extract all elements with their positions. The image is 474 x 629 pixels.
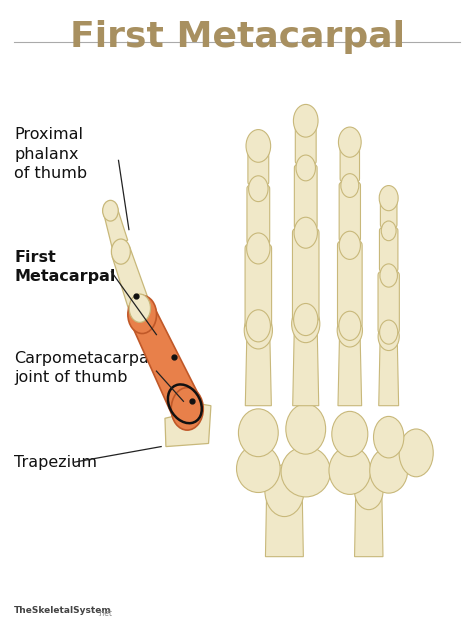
Circle shape [337, 313, 363, 347]
Polygon shape [355, 491, 383, 557]
Circle shape [339, 231, 360, 259]
FancyBboxPatch shape [245, 245, 272, 327]
Circle shape [294, 217, 318, 248]
Circle shape [129, 294, 150, 322]
FancyBboxPatch shape [295, 118, 316, 164]
Polygon shape [338, 330, 362, 406]
FancyBboxPatch shape [247, 186, 270, 244]
Circle shape [244, 311, 273, 349]
Circle shape [246, 130, 271, 162]
Text: Trapezium: Trapezium [14, 455, 97, 470]
Circle shape [381, 221, 396, 241]
Ellipse shape [370, 448, 408, 493]
Text: TheSkeletalSystem: TheSkeletalSystem [14, 606, 112, 615]
FancyBboxPatch shape [337, 242, 362, 327]
Polygon shape [131, 305, 200, 420]
Circle shape [248, 175, 268, 202]
Polygon shape [112, 247, 150, 314]
FancyBboxPatch shape [292, 229, 319, 321]
Circle shape [128, 296, 156, 333]
FancyBboxPatch shape [339, 182, 360, 242]
Circle shape [341, 174, 359, 198]
FancyBboxPatch shape [378, 272, 399, 333]
FancyBboxPatch shape [248, 143, 269, 185]
Circle shape [378, 323, 399, 350]
Circle shape [246, 309, 271, 342]
Circle shape [293, 303, 318, 336]
Circle shape [339, 311, 361, 340]
Ellipse shape [238, 409, 278, 457]
Circle shape [102, 200, 118, 221]
Text: Carpometacarpal
joint of thumb: Carpometacarpal joint of thumb [14, 351, 154, 385]
Circle shape [380, 264, 397, 287]
FancyBboxPatch shape [379, 228, 398, 272]
Text: First
Metacarpal: First Metacarpal [14, 250, 116, 284]
Text: Proximal
phalanx
of thumb: Proximal phalanx of thumb [14, 128, 87, 181]
Ellipse shape [332, 411, 368, 457]
Circle shape [265, 465, 304, 516]
Circle shape [296, 155, 316, 181]
Ellipse shape [281, 447, 330, 497]
FancyBboxPatch shape [340, 139, 360, 182]
Polygon shape [265, 491, 303, 557]
Polygon shape [104, 208, 128, 248]
FancyBboxPatch shape [380, 195, 397, 228]
Circle shape [355, 472, 383, 509]
Text: .net: .net [97, 609, 112, 618]
Polygon shape [379, 337, 399, 406]
Circle shape [338, 127, 361, 157]
Polygon shape [165, 403, 211, 447]
Polygon shape [293, 324, 319, 406]
FancyBboxPatch shape [294, 165, 317, 229]
Circle shape [292, 305, 320, 343]
Circle shape [111, 239, 130, 264]
Circle shape [293, 104, 318, 137]
Ellipse shape [374, 416, 404, 458]
Circle shape [246, 233, 270, 264]
Polygon shape [246, 330, 271, 406]
Circle shape [171, 387, 203, 430]
Ellipse shape [329, 447, 371, 494]
Circle shape [380, 320, 398, 344]
Text: First Metacarpal: First Metacarpal [70, 20, 404, 54]
Circle shape [379, 186, 398, 211]
Ellipse shape [399, 429, 433, 477]
Ellipse shape [237, 445, 280, 493]
Ellipse shape [286, 404, 326, 454]
